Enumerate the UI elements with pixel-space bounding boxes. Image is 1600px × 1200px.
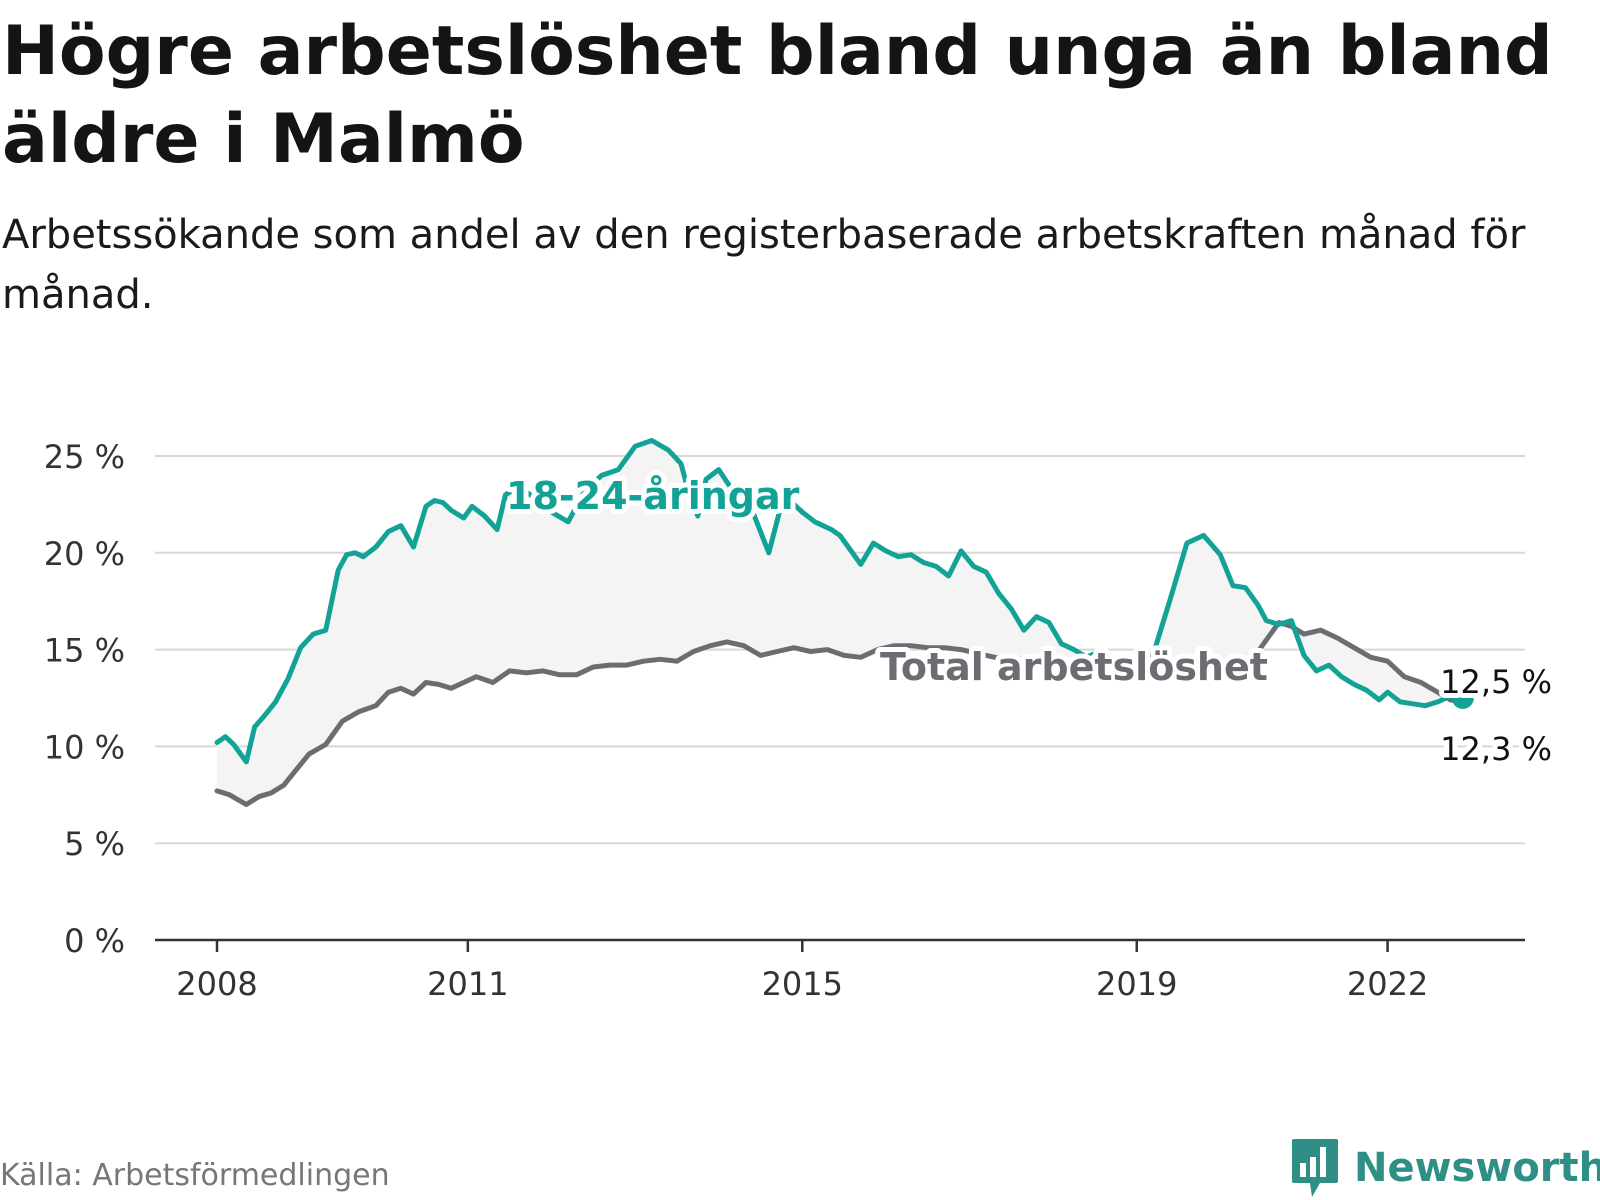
y-tick-label: 15 % bbox=[44, 632, 125, 670]
y-tick-label: 20 % bbox=[44, 535, 125, 573]
x-tick-label: 2008 bbox=[176, 965, 257, 1003]
series-gap-band bbox=[217, 440, 1463, 805]
chart-bubble-icon bbox=[1292, 1139, 1338, 1197]
series-layer bbox=[214, 438, 1474, 807]
source-note: Källa: Arbetsförmedlingen bbox=[0, 1158, 390, 1193]
chart-subtitle: Arbetssökande som andel av den registerb… bbox=[2, 212, 1526, 318]
youth-series-label: 18-24-åringar bbox=[506, 474, 800, 518]
x-tick-label: 2015 bbox=[762, 965, 843, 1003]
total-series-line bbox=[214, 620, 1466, 807]
youth-end-marker bbox=[1451, 687, 1474, 709]
x-tick-label: 2019 bbox=[1096, 965, 1177, 1003]
total-series-label: Total arbetslöshet bbox=[880, 645, 1268, 689]
y-tick-label: 10 % bbox=[44, 728, 125, 766]
youth-end-value-label: 12,5 % bbox=[1440, 663, 1552, 701]
brand-logo[interactable]: Newsworthy bbox=[1290, 1138, 1600, 1198]
total-end-value-label: 12,3 % bbox=[1440, 730, 1552, 768]
label-layer: 18-24-åringar Total arbetslöshet 12,5 % 12,… bbox=[501, 469, 1557, 773]
x-tick-label: 2011 bbox=[427, 965, 508, 1003]
brand-name: Newsworthy bbox=[1354, 1145, 1600, 1191]
youth-series-line bbox=[214, 438, 1466, 765]
axis-layer: 0 % 5 % 10 % 15 % 20 % 25 % 2008 2011 2015 2019 20… bbox=[44, 438, 1525, 1003]
y-tick-label: 0 % bbox=[64, 922, 125, 960]
band-layer bbox=[217, 440, 1463, 805]
y-tick-label: 5 % bbox=[64, 825, 125, 863]
chart-title: Högre arbetslöshet bland unga än bland ä… bbox=[2, 12, 1553, 179]
x-tick-label: 2022 bbox=[1347, 965, 1428, 1003]
y-tick-label: 25 % bbox=[44, 438, 125, 476]
